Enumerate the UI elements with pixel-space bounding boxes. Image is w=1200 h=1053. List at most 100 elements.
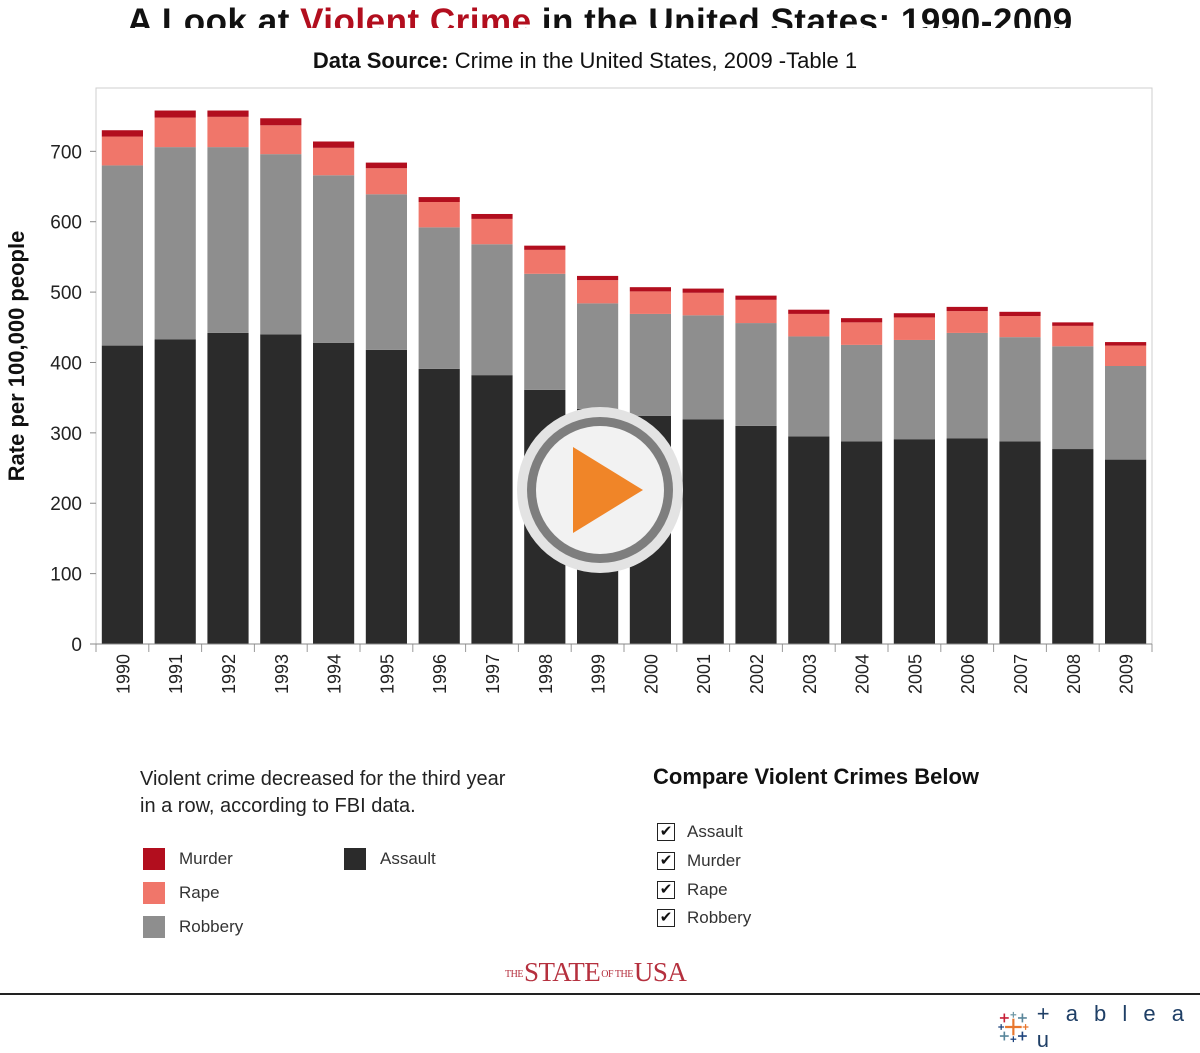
- bar-segment-assault: [788, 436, 830, 644]
- bar-segment-robbery: [735, 323, 777, 426]
- bar-segment-rape: [735, 299, 777, 324]
- bar-segment-murder: [154, 110, 196, 118]
- legend-item-murder: Murder: [143, 848, 233, 870]
- legend-label-murder: Murder: [179, 849, 233, 868]
- bar-segment-rape: [207, 116, 249, 148]
- legend-label-robbery: Robbery: [179, 917, 244, 936]
- sota-of-the: OF THE: [601, 968, 633, 980]
- bar-segment-assault: [471, 375, 513, 644]
- y-tick-label: 0: [71, 635, 82, 656]
- x-tick-label: 2002: [747, 654, 767, 694]
- bar-segment-murder: [735, 295, 777, 300]
- check-icon: ✔: [659, 881, 673, 898]
- legend-item-assault: Assault: [344, 848, 436, 870]
- bar-segment-assault: [313, 342, 355, 644]
- x-tick-label: 1999: [589, 654, 609, 694]
- bar-segment-rape: [682, 292, 724, 316]
- y-tick-label: 700: [50, 142, 82, 163]
- check-icon: ✔: [659, 852, 673, 869]
- checkbox-rape-box[interactable]: ✔: [657, 881, 675, 899]
- bar-segment-assault: [207, 332, 249, 644]
- bar-segment-rape: [101, 136, 143, 166]
- checkbox-murder[interactable]: ✔ Murder: [657, 851, 741, 871]
- bar-segment-rape: [1052, 325, 1094, 347]
- bar-segment-rape: [788, 313, 830, 337]
- checkbox-murder-label: Murder: [687, 851, 741, 870]
- checkbox-rape-label: Rape: [687, 880, 728, 899]
- x-tick-label: 2004: [853, 654, 873, 694]
- bar-segment-assault: [841, 441, 883, 644]
- bar-segment-robbery: [260, 154, 302, 335]
- footer-divider: [0, 993, 1200, 995]
- bar-segment-rape: [946, 311, 988, 333]
- bar-segment-murder: [471, 213, 513, 219]
- bar-segment-robbery: [207, 147, 249, 333]
- title-suffix: in the United States: 1990-2009: [531, 2, 1073, 28]
- state-of-the-usa-logo[interactable]: THESTATEOF THEUSA: [504, 957, 687, 988]
- bar-segment-murder: [841, 318, 883, 323]
- bar-segment-murder: [999, 311, 1041, 317]
- bar-segment-rape: [260, 125, 302, 155]
- bar-segment-robbery: [946, 332, 988, 439]
- y-tick-label: 100: [50, 565, 82, 586]
- x-tick-label: 1994: [325, 654, 345, 694]
- compare-title: Compare Violent Crimes Below: [653, 764, 980, 789]
- checkbox-murder-box[interactable]: ✔: [657, 852, 675, 870]
- bar-segment-assault: [946, 438, 988, 644]
- bar-segment-rape: [999, 316, 1041, 338]
- x-tick-label: 1996: [430, 654, 450, 694]
- checkbox-rape[interactable]: ✔ Rape: [657, 880, 728, 900]
- bar-segment-murder: [893, 313, 935, 318]
- bar-segment-robbery: [313, 175, 355, 343]
- x-tick-label: 2009: [1117, 654, 1137, 694]
- subtitle-label: Data Source:: [312, 48, 449, 73]
- stacked-bar-chart: 0 100 200 300 400 500 600 700 Rate per 100,000 p…: [4, 87, 1153, 694]
- bar-segment-robbery: [788, 336, 830, 437]
- checkbox-robbery-box[interactable]: ✔: [657, 909, 675, 927]
- bar-segment-rape: [418, 202, 460, 228]
- bar-segment-murder: [788, 309, 830, 314]
- tableau-logo[interactable]: + a b l e a u: [998, 1001, 1200, 1053]
- bar-segment-murder: [101, 130, 143, 137]
- x-tick-label: 1993: [272, 654, 292, 694]
- bar-segment-rape: [577, 280, 619, 304]
- bar-segment-assault: [418, 368, 460, 644]
- title-prefix: A Look at: [127, 2, 301, 28]
- bar-segment-assault: [999, 441, 1041, 644]
- bar-segment-robbery: [418, 227, 460, 369]
- x-tick-label: 1990: [113, 654, 133, 694]
- checkbox-assault[interactable]: ✔ Assault: [657, 822, 743, 842]
- bar-segment-murder: [260, 118, 302, 126]
- bar-segment-rape: [365, 168, 407, 195]
- legend-swatch-murder: [143, 848, 165, 870]
- x-tick-label: 2003: [800, 654, 820, 694]
- x-tick-label: 2008: [1064, 654, 1084, 694]
- play-icon[interactable]: [515, 405, 685, 575]
- bar-segment-rape: [841, 322, 883, 345]
- title-highlight: Violent Crime: [300, 2, 532, 28]
- bar-segment-murder: [313, 141, 355, 148]
- legend-item-rape: Rape: [143, 882, 220, 904]
- bar-segment-assault: [154, 339, 196, 644]
- bar-segment-robbery: [471, 244, 513, 376]
- checkbox-assault-label: Assault: [687, 822, 743, 841]
- x-tick-label: 1997: [483, 654, 503, 694]
- checkbox-assault-box[interactable]: ✔: [657, 823, 675, 841]
- x-tick-label: 1998: [536, 654, 556, 694]
- bar-segment-assault: [893, 439, 935, 644]
- chart-title: A Look at Violent Crime in the United St…: [0, 0, 1200, 28]
- chart-note: Violent crime decreased for the third ye…: [140, 768, 506, 817]
- bar-segment-rape: [1105, 345, 1147, 366]
- checkbox-robbery[interactable]: ✔ Robbery: [657, 908, 751, 928]
- y-axis-title: Rate per 100,000 people: [4, 231, 29, 482]
- check-icon: ✔: [659, 823, 673, 840]
- bar-segment-robbery: [893, 339, 935, 440]
- bar-segment-robbery: [1052, 346, 1094, 450]
- bar-segment-rape: [524, 249, 566, 274]
- checkbox-robbery-label: Robbery: [687, 908, 752, 927]
- bar-segment-murder: [365, 162, 407, 169]
- subtitle-text: Crime in the United States, 2009 -Table …: [454, 48, 858, 73]
- sota-state: STATE: [523, 957, 601, 987]
- bar-segment-murder: [207, 110, 249, 117]
- bar-segment-robbery: [841, 344, 883, 442]
